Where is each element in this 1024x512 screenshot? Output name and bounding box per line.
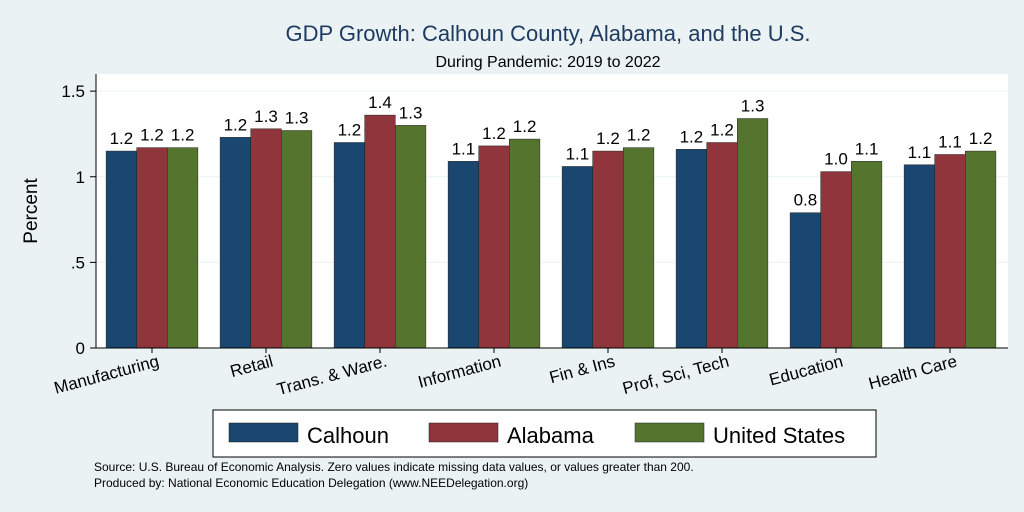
bar-data-label: 1.2 — [482, 124, 506, 143]
bar-data-label: 1.1 — [938, 132, 962, 151]
footer-produced-by: Produced by: National Economic Education… — [94, 476, 528, 490]
bar-data-label: 1.2 — [513, 117, 537, 136]
data-label-layer: 1.2 1.2 1.2 1.2 1.3 1.3 1.2 1.4 1.3 1.1 1.2 1.2 1.1 1… — [110, 93, 993, 210]
bar — [820, 171, 852, 349]
bar-data-label: 1.2 — [338, 121, 362, 140]
bar — [789, 212, 821, 349]
bar-data-label: 1.2 — [110, 129, 134, 148]
bar-data-label: 1.3 — [741, 97, 765, 116]
bar-data-label: 1.2 — [224, 115, 248, 134]
bar — [623, 147, 655, 349]
legend-label: Calhoun — [307, 423, 389, 448]
bar-data-label: 1.1 — [452, 139, 476, 158]
legend-box — [212, 409, 877, 458]
y-axis-label: Percent — [21, 178, 42, 244]
legend-swatch — [634, 422, 705, 443]
y-tick-layer: 0 .5 1 1.5 — [61, 82, 96, 358]
bar — [281, 130, 313, 349]
legend-label: United States — [713, 423, 845, 448]
y-tick-label: 1.5 — [61, 82, 85, 101]
y-tick-label: 0 — [76, 339, 85, 358]
bar — [592, 150, 624, 349]
bar — [136, 147, 168, 349]
bar — [447, 161, 479, 349]
bar-data-label: 1.2 — [627, 126, 651, 145]
bar — [478, 145, 510, 349]
bar-data-label: 1.2 — [680, 127, 704, 146]
bar — [934, 154, 966, 349]
bar — [105, 150, 137, 349]
chart-title: GDP Growth: Calhoun County, Alabama, and… — [285, 21, 810, 46]
bar-data-label: 1.3 — [254, 107, 278, 126]
bar — [364, 114, 396, 349]
bar-data-label: 1.1 — [566, 144, 590, 163]
bar — [851, 161, 883, 349]
bar — [706, 142, 738, 349]
bar-data-label: 1.2 — [710, 121, 734, 140]
bar — [395, 125, 427, 349]
bar-data-label: 1.2 — [596, 129, 620, 148]
bar-data-label: 1.2 — [171, 126, 195, 145]
legend-label: Alabama — [507, 423, 595, 448]
bar — [509, 138, 541, 349]
bar-data-label: 1.3 — [285, 109, 309, 128]
bar-data-label: 1.2 — [969, 129, 993, 148]
bar — [737, 118, 769, 349]
bar — [675, 149, 707, 349]
bar-data-label: 1.2 — [140, 126, 164, 145]
bar-layer — [105, 114, 997, 349]
y-tick-label: .5 — [71, 253, 85, 272]
bar-data-label: 1.4 — [368, 93, 392, 112]
bar-data-label: 1.1 — [855, 139, 879, 158]
bar — [250, 128, 282, 349]
bar-data-label: 0.8 — [794, 191, 818, 210]
bar — [561, 166, 593, 349]
bar — [903, 164, 935, 349]
legend: Calhoun Alabama United States — [228, 422, 845, 448]
legend-swatch — [428, 422, 499, 443]
bar — [167, 147, 199, 349]
chart-subtitle: During Pandemic: 2019 to 2022 — [435, 54, 660, 71]
bar — [219, 137, 251, 349]
bar — [965, 150, 997, 349]
legend-swatch — [228, 422, 299, 443]
footer-source: Source: U.S. Bureau of Economic Analysis… — [94, 460, 694, 474]
bar — [333, 142, 365, 349]
y-tick-label: 1 — [76, 168, 85, 187]
bar-data-label: 1.1 — [908, 143, 932, 162]
bar-data-label: 1.0 — [824, 150, 848, 169]
bar-data-label: 1.3 — [399, 103, 423, 122]
